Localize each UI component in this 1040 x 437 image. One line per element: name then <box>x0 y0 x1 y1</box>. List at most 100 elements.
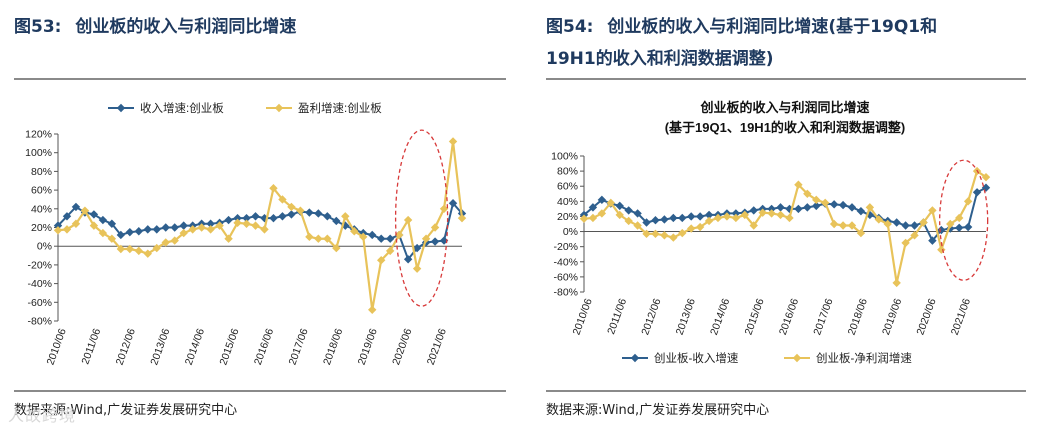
fig54-y-tick-label: 40% <box>557 196 578 208</box>
fig53-series-revenue-point <box>179 221 188 230</box>
figure-53-label: 图53: <box>14 17 62 37</box>
fig53-series-profit-point <box>215 221 224 230</box>
fig54-series-profit-point <box>946 219 955 229</box>
fig53-series-profit-point <box>359 232 368 242</box>
fig53-x-tick-label: 2010/06 <box>45 327 69 367</box>
fig53-series-profit-point <box>457 213 467 223</box>
fig54-series-revenue-point <box>955 223 964 232</box>
fig53-x-tick-label: 2021/06 <box>425 327 449 367</box>
fig53-series-revenue-point <box>152 225 161 234</box>
fig54-series-profit-point <box>829 219 839 229</box>
fig54-series-profit-point <box>928 206 937 215</box>
fig54-x-tick-label: 2014/06 <box>708 297 732 337</box>
figure-54-title-line2: 19H1的收入和利润数据调整) <box>546 49 774 69</box>
fig53-series-profit-point <box>242 219 251 228</box>
figure-53-source-divider <box>14 390 506 392</box>
fig53-legend-marker-revenue <box>116 103 126 113</box>
fig54-series-profit-point <box>678 228 687 238</box>
fig53-series-profit-point <box>412 264 422 273</box>
fig54-series-revenue-point <box>928 236 937 245</box>
fig54-series-revenue-point <box>588 203 598 212</box>
fig54-series-profit-point <box>785 213 794 223</box>
fig53-series-revenue-point <box>71 202 81 212</box>
fig53-series-profit-point <box>170 236 179 245</box>
fig54-series-revenue-point <box>615 201 624 211</box>
fig53-series-profit-point <box>161 238 170 247</box>
fig54-y-tick-label: 0% <box>563 226 578 238</box>
fig53-series-profit-point <box>134 246 143 256</box>
fig54-y-tick-label: 80% <box>557 166 578 178</box>
fig53-series-revenue-point <box>287 210 296 219</box>
fig54-y-tick-label: -20% <box>553 241 578 253</box>
fig54-series-profit-point <box>910 231 919 240</box>
fig54-y-tick-label: 60% <box>557 181 578 193</box>
fig53-series-profit-point <box>62 225 72 234</box>
fig54-chart-title: 创业板的收入与利润同比增速 <box>699 100 869 115</box>
fig53-series-profit-point <box>350 227 359 236</box>
figure-53-panel: 图53: 创业板的收入与利润同比增速 120% 100% 80% 60% 40% 20% 0… <box>14 12 506 418</box>
fig53-series-revenue-point <box>278 212 287 221</box>
fig53-y-tick-label: 0% <box>37 241 52 253</box>
fig54-series-revenue-point <box>794 204 803 214</box>
fig54-series-profit-point <box>749 221 758 230</box>
fig53-y-tick-label: 80% <box>31 166 52 178</box>
fig54-series-profit-point <box>642 229 651 239</box>
fig54-series-profit-point <box>821 198 830 208</box>
figure-53-title: 图53: 创业板的收入与利润同比增速 <box>14 12 296 42</box>
fig53-x-tick-label: 2013/06 <box>148 327 172 367</box>
figure-54-title: 图54: 创业板的收入与利润同比增速(基于19Q1和 <box>546 12 937 42</box>
fig53-x-tick-label: 2016/06 <box>252 327 276 367</box>
fig54-x-tick-label: 2012/06 <box>639 297 663 337</box>
fig54-series-profit-point <box>767 209 776 218</box>
fig53-series-revenue-point <box>242 213 251 223</box>
fig54-series-profit-point <box>901 238 910 248</box>
fig53-legend-marker-profit <box>274 103 284 113</box>
fig54-series-revenue-point <box>660 215 669 224</box>
fig54-series-revenue-point <box>776 203 785 212</box>
fig53-series-revenue-point <box>107 219 117 228</box>
fig54-series-revenue-point <box>642 218 651 227</box>
fig53-series-profit-point <box>385 246 395 256</box>
fig54-x-tick-label: 2013/06 <box>674 297 698 337</box>
fig53-y-tick-label: -60% <box>27 297 52 309</box>
fig53-series-profit-point <box>421 234 431 243</box>
fig53-x-tick-label: 2018/06 <box>321 327 345 367</box>
fig53-series-revenue-point <box>53 221 63 230</box>
fig53-series-profit-point <box>305 232 314 242</box>
fig54-series-profit-point <box>847 221 857 230</box>
fig54-highlight-ellipse <box>939 159 989 281</box>
fig53-series-profit-point <box>448 137 458 146</box>
figure-54-panel: 图54: 创业板的收入与利润同比增速(基于19Q1和 19H1的收入和利润数据调… <box>532 0 1040 437</box>
fig54-series-profit-point <box>937 245 946 254</box>
fig53-y-tick-label: -20% <box>27 259 52 271</box>
fig53-series-profit-point <box>278 195 287 204</box>
fig53-series-profit-point <box>296 206 305 215</box>
fig53-series-profit-point <box>89 221 99 230</box>
fig54-y-tick-label: 100% <box>551 151 578 163</box>
fig54-series-revenue-point <box>901 221 910 230</box>
fig54-y-tick-label: 20% <box>557 211 578 223</box>
fig54-x-tick-label: 2021/06 <box>949 297 973 337</box>
fig53-series-profit-point <box>233 218 242 228</box>
fig54-series-revenue-point <box>838 200 848 210</box>
fig54-series-revenue-point <box>803 203 812 212</box>
fig54-series-profit-point <box>713 213 723 223</box>
fig54-series-profit-point <box>588 213 598 223</box>
fig54-x-tick-label: 2019/06 <box>880 297 904 337</box>
fig54-y-tick-label: -60% <box>553 271 578 283</box>
fig54-series-revenue-point <box>847 203 857 212</box>
fig53-y-tick-label: -80% <box>27 316 52 328</box>
figure-53-title-text: 创业板的收入与利润同比增速 <box>75 17 297 37</box>
fig54-series-revenue-point <box>669 213 678 223</box>
watermark: 人故跨境 <box>8 406 77 425</box>
fig54-series-profit-point <box>579 214 589 223</box>
fig53-y-tick-label: 60% <box>31 185 52 197</box>
fig53-series-revenue-point <box>385 234 395 243</box>
fig54-x-tick-label: 2017/06 <box>811 297 835 337</box>
fig53-series-profit-point <box>53 226 63 235</box>
fig54-series-revenue-point <box>972 188 982 197</box>
fig54-series-revenue-point <box>597 195 607 205</box>
fig54-x-tick-label: 2015/06 <box>742 297 766 337</box>
fig54-series-revenue-point <box>695 212 705 221</box>
fig54-series-profit-point <box>794 180 803 189</box>
